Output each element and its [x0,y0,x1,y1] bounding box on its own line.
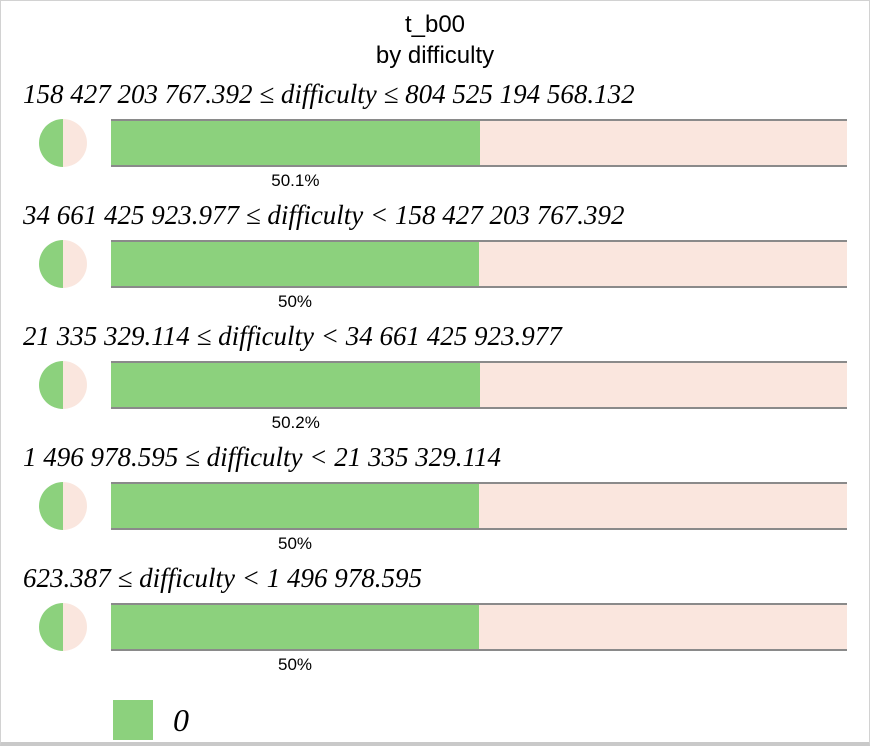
pct-wrap: 50% [111,655,479,675]
bar-segment-pink[interactable] [480,363,847,407]
bar [111,240,847,288]
bar-segment-green[interactable] [111,121,480,165]
pct-wrap: 50.1% [111,171,480,191]
pct-row: 50% [111,292,847,313]
percentage-label: 50% [277,534,313,553]
difficulty-bin-group: 623.387 ≤ difficulty < 1 496 978.595 50% [23,561,847,676]
bar-row [23,482,847,530]
bar-segment-pink[interactable] [479,242,847,286]
pct-row: 50% [111,534,847,555]
bar-segment-green[interactable] [111,484,479,528]
bar-segment-green[interactable] [111,363,481,407]
difficulty-bin-group: 21 335 329.114 ≤ difficulty < 34 661 425… [23,319,847,434]
half-pie-icon[interactable] [39,603,87,651]
difficulty-bin-group: 158 427 203 767.392 ≤ difficulty ≤ 804 5… [23,77,847,192]
bar [111,119,847,167]
chart-title: t_b00 [404,11,466,38]
percentage-label: 50% [277,292,313,311]
legend-swatch-green[interactable] [113,700,153,740]
bar-segment-green[interactable] [111,242,479,286]
title-block: t_b00 by difficulty [23,9,847,71]
pct-wrap: 50% [111,292,479,312]
half-pie-icon[interactable] [39,361,87,409]
pct-wrap: 50.2% [111,413,480,433]
half-pie-icon[interactable] [39,119,87,167]
percentage-label: 50% [277,655,313,674]
half-pie-icon[interactable] [39,240,87,288]
percentage-label: 50.1% [271,171,320,190]
pct-row: 50.2% [111,413,847,434]
pct-row: 50.1% [111,171,847,192]
bar-segment-pink[interactable] [479,605,847,649]
percentage-label: 50.2% [271,413,320,432]
difficulty-bin-group: 1 496 978.595 ≤ difficulty < 21 335 329.… [23,440,847,555]
bin-range-label: 34 661 425 923.977 ≤ difficulty < 158 42… [23,200,625,230]
bar-row [23,603,847,651]
bar-segment-pink[interactable] [479,121,847,165]
bar-segment-green[interactable] [111,605,479,649]
pct-wrap: 50% [111,534,479,554]
chart-subtitle: by difficulty [375,42,495,69]
legend-label: 0 [173,701,189,738]
bar-row [23,361,847,409]
bar-segment-pink[interactable] [479,484,847,528]
bar-row [23,119,847,167]
bin-range-label: 1 496 978.595 ≤ difficulty < 21 335 329.… [23,442,502,472]
bar [111,361,847,409]
pct-row: 50% [111,655,847,676]
legend: 0 [113,700,847,740]
bar [111,482,847,530]
bar-row [23,240,847,288]
bin-range-label: 21 335 329.114 ≤ difficulty < 34 661 425… [23,321,562,351]
bar [111,603,847,651]
half-pie-icon[interactable] [39,482,87,530]
bin-range-label: 623.387 ≤ difficulty < 1 496 978.595 [23,563,423,593]
difficulty-bin-group: 34 661 425 923.977 ≤ difficulty < 158 42… [23,198,847,313]
bin-range-label: 158 427 203 767.392 ≤ difficulty ≤ 804 5… [23,79,635,109]
